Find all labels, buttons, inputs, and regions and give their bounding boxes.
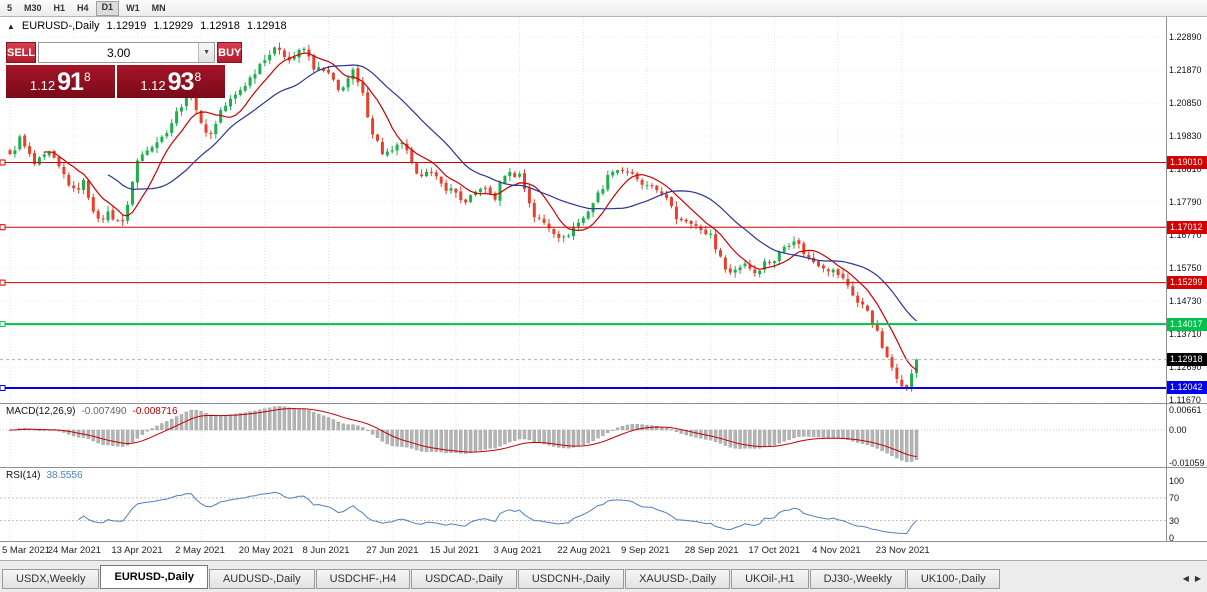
timeframe-h4[interactable]: H4	[77, 2, 89, 13]
chart-tabbar: USDX,Weekly EURUSD-,Daily AUDUSD-,Daily USD…	[0, 560, 1207, 592]
chart-tab-usdcnh-daily[interactable]: USDCNH-,Daily	[517, 569, 625, 589]
chart-tab-xauusd-daily[interactable]: XAUUSD-,Daily	[625, 569, 731, 589]
chart-tab-uk100-daily[interactable]: UK100-,Daily	[906, 569, 1000, 589]
candles-layer	[8, 42, 918, 392]
rsi-value: 38.5556	[46, 470, 83, 481]
chart-tab-ukoil-h1[interactable]: UKOil-,H1	[731, 569, 809, 589]
timeframe-d1[interactable]: D1	[95, 0, 120, 16]
one-click-trading-widget: SELL ▼ BUY 1.12 91 8 1.12 93 8	[6, 42, 243, 98]
buy-price-display[interactable]: 1.12 93 8	[116, 65, 225, 98]
tab-scroll-left-icon[interactable]: ◀	[1182, 574, 1189, 583]
timeframe-toolbar: 5 M30 H1 H4 D1 W1 MN	[0, 0, 1207, 17]
sell-button[interactable]: SELL	[6, 42, 37, 63]
close-value: 1.12918	[246, 20, 287, 32]
timeframe-5[interactable]: 5	[7, 2, 13, 13]
timeframe-m30[interactable]: M30	[24, 2, 42, 13]
macd-name: MACD(12,26,9)	[6, 406, 76, 417]
volume-dropdown-icon[interactable]: ▼	[198, 43, 215, 62]
rsi-name: RSI(14)	[6, 470, 41, 481]
rsi-header: RSI(14) 38.5556	[6, 470, 83, 481]
buy-price-pips: 93	[167, 68, 195, 96]
tab-scroll-arrows: ◀ ▶	[1183, 574, 1201, 583]
symbol-label: EURUSD-,Daily	[21, 20, 100, 32]
buy-price-prefix: 1.12	[140, 78, 166, 93]
open-value: 1.12919	[106, 20, 147, 32]
panel-toggle-icon[interactable]: ▲	[7, 21, 15, 31]
timeframe-h1[interactable]: H1	[53, 2, 66, 13]
macd-value: -0.007490	[81, 406, 127, 417]
volume-input[interactable]	[39, 43, 199, 62]
chart-tab-usdchf-h4[interactable]: USDCHF-,H4	[315, 569, 411, 589]
timeframe-w1[interactable]: W1	[126, 2, 140, 13]
chart-tab-usdx-weekly[interactable]: USDX,Weekly	[2, 569, 100, 589]
sell-price-pips: 91	[57, 68, 84, 96]
chart-tab-dj30-weekly[interactable]: DJ30-,Weekly	[809, 569, 906, 589]
chart-tab-eurusd-daily[interactable]: EURUSD-,Daily	[100, 565, 208, 589]
macd-header: MACD(12,26,9) -0.007490 -0.008716	[6, 406, 178, 417]
high-value: 1.12929	[153, 20, 194, 32]
grid	[0, 17, 1166, 540]
chart-tab-usdcad-daily[interactable]: USDCAD-,Daily	[411, 569, 517, 589]
macd-signal-value: -0.008716	[132, 406, 178, 417]
sell-price-pipette: 8	[83, 70, 91, 84]
buy-price-pipette: 8	[194, 70, 202, 84]
low-value: 1.12918	[200, 20, 240, 32]
buy-button[interactable]: BUY	[217, 42, 243, 63]
chart-tab-audusd-daily[interactable]: AUDUSD-,Daily	[208, 569, 315, 589]
sell-price-prefix: 1.12	[29, 78, 56, 93]
tab-scroll-right-icon[interactable]: ▶	[1194, 574, 1201, 583]
volume-box: ▼	[38, 42, 216, 63]
chart-ohlc-header: ▲ EURUSD-,Daily 1.12919 1.12929 1.12918 …	[7, 20, 287, 32]
timeframe-mn[interactable]: MN	[151, 2, 166, 13]
sell-price-display[interactable]: 1.12 91 8	[6, 65, 115, 98]
